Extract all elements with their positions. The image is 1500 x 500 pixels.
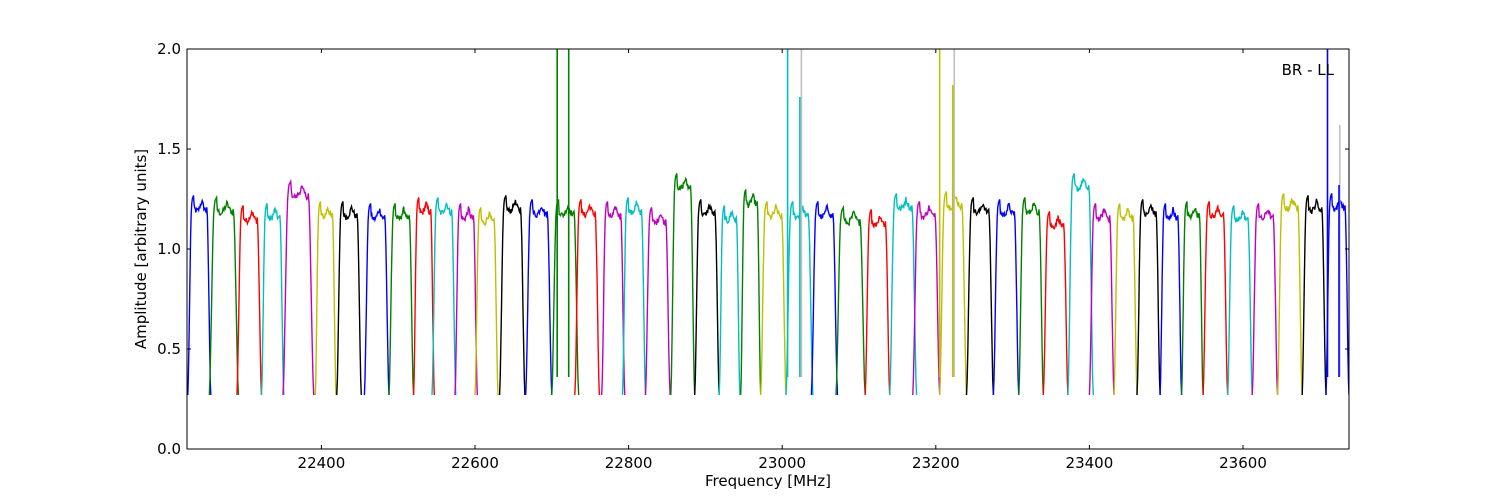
channel-series-line xyxy=(810,201,839,396)
channel-series-line xyxy=(992,199,1020,396)
x-axis-ticks: 22400 22600 22800 23000 23200 23400 23600 xyxy=(298,49,1267,472)
channel-series-line xyxy=(551,199,580,396)
channel-series-line xyxy=(431,197,457,396)
channel-series-line xyxy=(388,203,415,396)
y-tick-label: 2.0 xyxy=(157,40,181,58)
channel-series-line xyxy=(498,195,526,396)
channel-series-line xyxy=(363,203,390,396)
channel-series-line xyxy=(282,178,315,396)
spike-layer xyxy=(556,49,1341,377)
channel-series-line xyxy=(1067,173,1094,396)
channel-series-line xyxy=(1136,199,1161,396)
channel-series-line xyxy=(864,209,891,396)
y-tick-label: 0.5 xyxy=(157,340,181,358)
channel-series-line xyxy=(574,199,601,396)
channel-series-line xyxy=(314,201,337,396)
channel-series-line xyxy=(525,199,553,396)
channel-series-line xyxy=(835,204,866,396)
channel-series-line xyxy=(1325,193,1349,396)
x-tick-label: 23400 xyxy=(1066,454,1114,472)
channel-series-line xyxy=(412,197,435,396)
channel-series-line xyxy=(1088,203,1115,396)
channel-series-line xyxy=(1276,193,1303,396)
x-tick-label: 22600 xyxy=(451,454,499,472)
channel-series-line xyxy=(1042,211,1069,396)
annotation-label: BR - LL xyxy=(1282,61,1335,79)
channel-series-line xyxy=(1227,205,1253,396)
channel-series-line xyxy=(644,207,671,396)
x-tick-label: 23200 xyxy=(912,454,960,472)
y-axis-ticks: 0.0 0.5 1.0 1.5 2.0 xyxy=(157,40,1349,458)
channel-series-line xyxy=(670,173,696,396)
channel-series-line xyxy=(740,189,762,396)
y-tick-label: 0.0 xyxy=(157,440,181,458)
x-tick-label: 22400 xyxy=(298,454,346,472)
channel-series-line xyxy=(454,203,478,396)
channel-series-line xyxy=(1301,195,1327,396)
channel-series-line xyxy=(1018,197,1044,396)
channel-series-line xyxy=(912,201,941,396)
channel-series-line xyxy=(1180,201,1204,396)
channel-series-line xyxy=(1159,203,1183,396)
y-tick-label: 1.0 xyxy=(157,240,181,258)
channel-series-line xyxy=(621,197,647,396)
x-tick-label: 22800 xyxy=(605,454,653,472)
channel-series-line xyxy=(236,205,263,396)
series-layer xyxy=(187,173,1349,396)
channel-series-line xyxy=(601,201,626,396)
channel-series-line xyxy=(965,197,995,396)
x-tick-label: 23600 xyxy=(1219,454,1267,472)
channel-series-line xyxy=(1202,201,1229,396)
channel-series-line xyxy=(187,195,212,396)
channel-series-line xyxy=(336,201,362,396)
channel-series-line xyxy=(718,205,741,396)
channel-series-line xyxy=(1251,203,1279,396)
channel-series-line xyxy=(760,201,787,396)
channel-series-line xyxy=(208,194,240,396)
channel-series-line xyxy=(889,193,918,396)
x-tick-label: 23000 xyxy=(758,454,806,472)
channel-series-line xyxy=(260,203,285,396)
channel-series-line xyxy=(1113,203,1138,396)
channel-series-line xyxy=(474,207,499,396)
x-axis-label: Frequency [MHz] xyxy=(705,472,831,490)
y-tick-label: 1.5 xyxy=(157,140,181,158)
channel-series-line xyxy=(694,199,720,396)
y-axis-label: Amplitude [arbitrary units] xyxy=(132,149,150,349)
